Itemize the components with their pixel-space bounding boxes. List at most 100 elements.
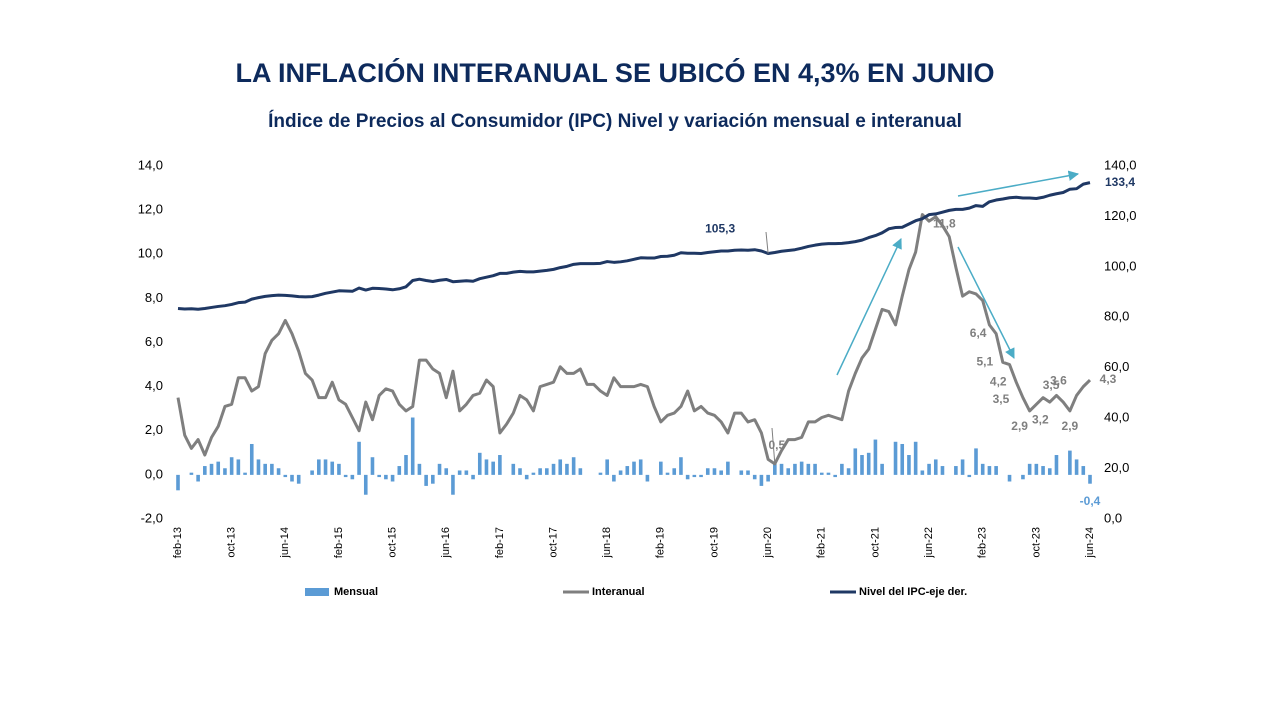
x-tick-label: jun-14 xyxy=(279,527,291,559)
y2-tick-label: 20,0 xyxy=(1104,460,1129,475)
x-tick-label: feb-17 xyxy=(494,527,506,558)
legend-label: Nivel del IPC-eje der. xyxy=(859,586,967,598)
bar xyxy=(229,457,234,475)
bar xyxy=(1068,450,1072,475)
bar xyxy=(719,470,723,475)
bar xyxy=(471,474,475,480)
data-label: 133,4 xyxy=(1105,175,1135,189)
chart-title: LA INFLACIÓN INTERANUAL SE UBICÓ EN 4,3%… xyxy=(235,57,994,88)
arrow xyxy=(836,238,902,376)
bar xyxy=(330,461,335,475)
data-label: 11,8 xyxy=(933,217,956,231)
legend-key xyxy=(305,588,329,596)
bar xyxy=(960,459,965,475)
bar xyxy=(967,474,972,478)
bar xyxy=(189,472,194,475)
bar xyxy=(511,463,516,475)
bar xyxy=(518,468,522,475)
leader-line xyxy=(765,231,769,254)
x-tick-label: oct-13 xyxy=(226,527,238,558)
bar xyxy=(424,474,428,486)
y2-tick-label: 120,0 xyxy=(1104,208,1137,223)
bar xyxy=(558,459,563,475)
bar xyxy=(913,441,918,475)
bar xyxy=(565,463,569,475)
bar xyxy=(571,457,576,475)
bar xyxy=(759,474,764,486)
bar xyxy=(357,441,361,475)
bar xyxy=(1081,466,1086,475)
bar xyxy=(766,474,770,482)
legend-label: Interanual xyxy=(592,586,645,598)
bar xyxy=(551,463,556,475)
bar xyxy=(1007,474,1012,482)
bar xyxy=(605,459,609,475)
bar xyxy=(270,463,274,475)
y-tick-label: 2,0 xyxy=(145,422,163,437)
x-tick-label: oct-23 xyxy=(1030,527,1042,558)
bar xyxy=(1034,463,1039,475)
bar xyxy=(893,441,898,475)
y2-tick-label: 140,0 xyxy=(1104,157,1137,172)
bar xyxy=(276,468,281,475)
bar xyxy=(377,474,381,478)
bar xyxy=(290,474,294,482)
bar xyxy=(256,459,261,475)
x-tick-label: oct-15 xyxy=(386,527,398,558)
x-tick-label: jun-22 xyxy=(923,527,935,559)
data-label: 5,1 xyxy=(976,355,993,369)
bar xyxy=(323,459,328,475)
bar xyxy=(243,472,247,475)
bar xyxy=(350,474,355,480)
y2-tick-label: 0,0 xyxy=(1104,510,1122,525)
bar xyxy=(994,466,998,475)
bar xyxy=(524,474,529,480)
bar xyxy=(907,455,911,475)
bar xyxy=(846,468,851,475)
bar xyxy=(813,463,817,475)
bar xyxy=(645,474,650,482)
data-label: 105,3 xyxy=(705,222,735,236)
bar xyxy=(940,466,945,475)
y-tick-label: 14,0 xyxy=(138,157,163,172)
bar xyxy=(900,443,905,475)
bar xyxy=(216,461,221,475)
bar xyxy=(920,470,925,475)
data-label: 4,2 xyxy=(990,374,1007,388)
bar xyxy=(1088,474,1092,484)
bar xyxy=(370,457,375,475)
y-tick-label: 12,0 xyxy=(138,202,163,217)
bar xyxy=(799,461,804,475)
x-tick-label: jun-18 xyxy=(601,527,613,559)
x-tick-label: oct-17 xyxy=(547,527,559,558)
bar xyxy=(632,461,636,475)
bar xyxy=(1021,474,1025,480)
bar xyxy=(712,468,717,475)
bar xyxy=(538,468,542,475)
bar xyxy=(343,474,348,478)
bar xyxy=(739,470,744,475)
bar xyxy=(638,459,643,475)
bar xyxy=(457,470,462,475)
bar xyxy=(692,474,697,478)
bar xyxy=(880,463,884,475)
bar xyxy=(618,470,623,475)
bar xyxy=(866,452,871,475)
bar xyxy=(793,463,797,475)
bar xyxy=(598,472,603,475)
line xyxy=(177,181,1091,311)
data-label: -0,4 xyxy=(1080,494,1101,508)
y-tick-label: 8,0 xyxy=(145,290,163,305)
bar xyxy=(625,466,630,475)
bar xyxy=(954,466,958,475)
trend-arrows xyxy=(836,170,1080,376)
bar xyxy=(397,466,402,475)
bar xyxy=(679,457,683,475)
bar xyxy=(786,468,791,475)
leader-line xyxy=(771,427,776,464)
data-label: 0,5 xyxy=(768,438,785,452)
bar xyxy=(484,459,489,475)
line xyxy=(176,213,1092,466)
bar xyxy=(933,459,938,475)
bar xyxy=(176,474,180,491)
